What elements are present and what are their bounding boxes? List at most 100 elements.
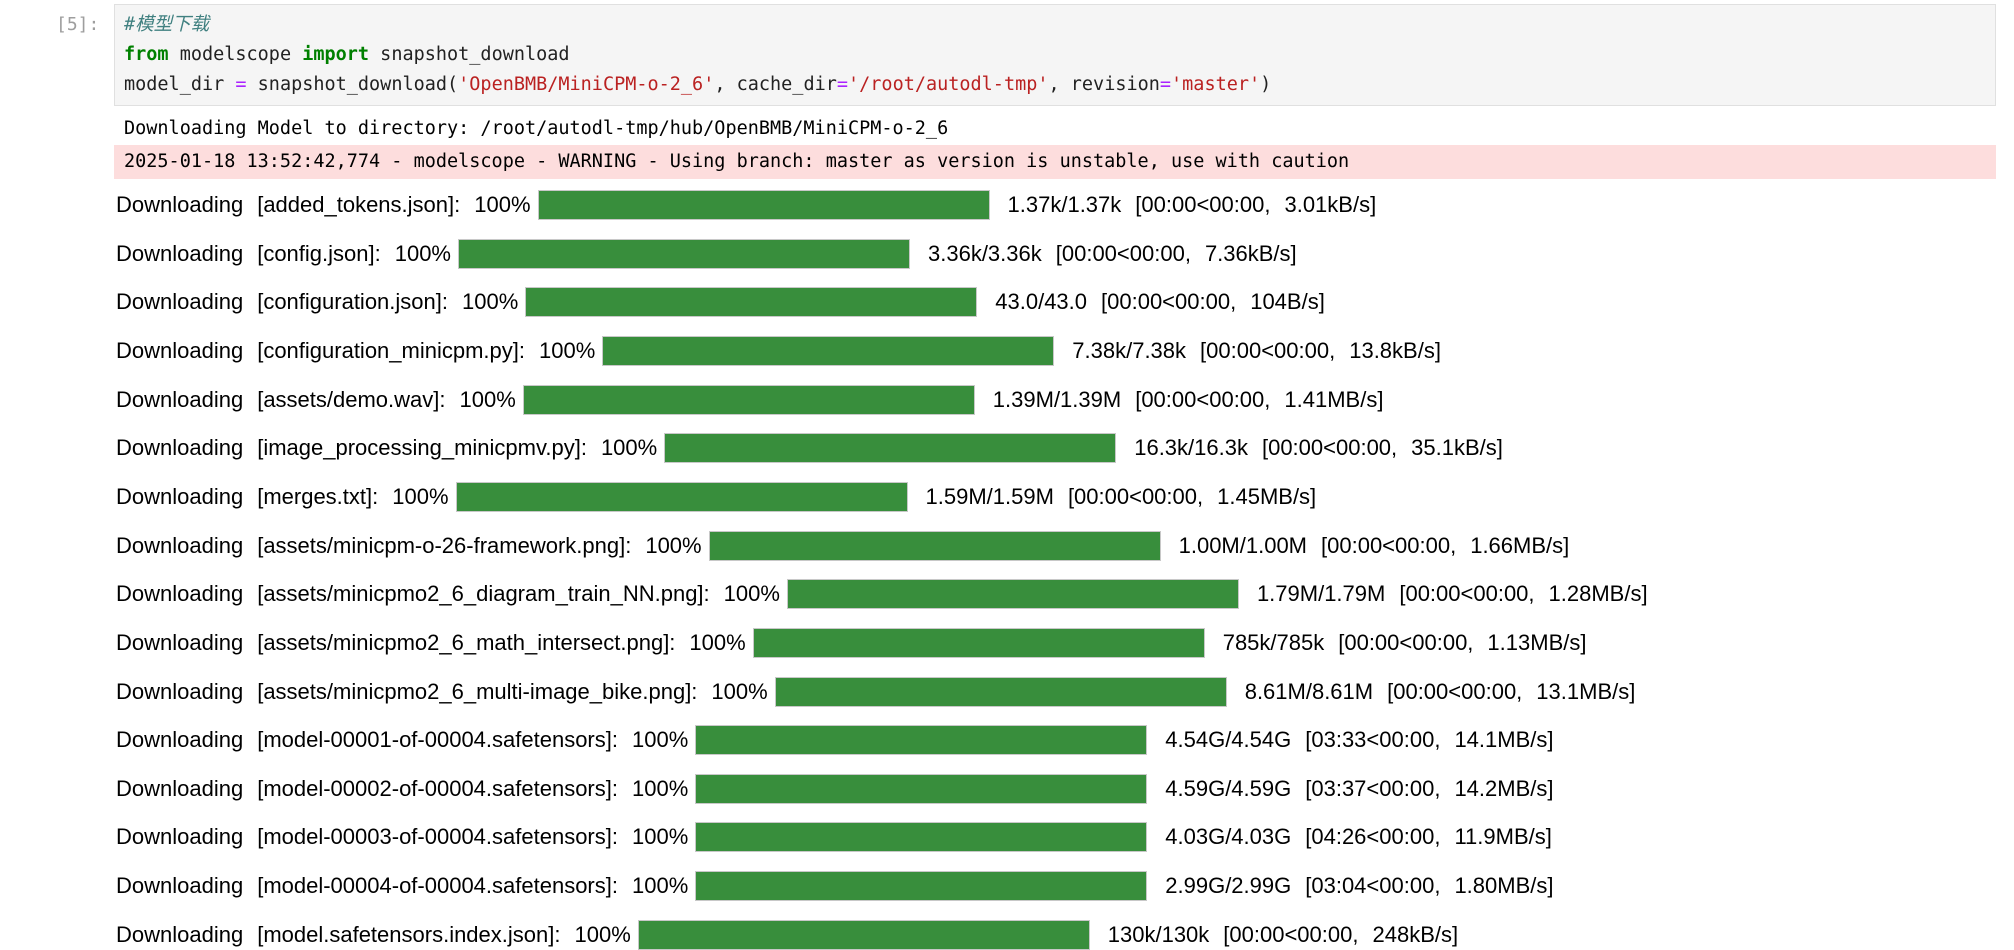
- download-percent: 100%: [394, 241, 451, 266]
- download-elapsed: [00:00<00:00,: [1200, 338, 1336, 363]
- download-elapsed: [00:00<00:00,: [1055, 241, 1191, 266]
- download-row: Downloading [configuration_minicpm.py]: 10…: [116, 336, 1441, 366]
- download-filename: [assets/demo.wav]:: [257, 387, 446, 412]
- download-rate: 1.28MB/s]: [1548, 581, 1648, 606]
- progress-bar: [522, 385, 975, 415]
- download-rate: 3.01kB/s]: [1284, 192, 1377, 217]
- code-operator: =: [1159, 74, 1172, 95]
- progress-bar-fill: [538, 191, 989, 219]
- progress-bar: [602, 336, 1055, 366]
- download-label: Downloading: [116, 338, 244, 363]
- download-filename: [configuration_minicpm.py]:: [257, 338, 525, 363]
- download-elapsed: [00:00<00:00,: [1101, 289, 1237, 314]
- code-text: ): [1260, 74, 1272, 95]
- keyword-import: import: [302, 44, 370, 65]
- progress-bar-fill: [696, 823, 1147, 851]
- download-elapsed: [00:00<00:00,: [1135, 387, 1271, 412]
- download-row: Downloading [configuration.json]: 100% 43.0…: [116, 287, 1325, 317]
- download-elapsed: [00:00<00:00,: [1399, 581, 1535, 606]
- download-row: Downloading [config.json]: 100% 3.36k/3.36k…: [116, 239, 1297, 269]
- download-size: 2.99G/2.99G: [1165, 873, 1292, 898]
- download-percent: 100%: [711, 679, 768, 704]
- cell-prompt: [5]:: [56, 14, 100, 35]
- download-label: Downloading: [116, 776, 244, 801]
- download-row: Downloading [model-00004-of-00004.safeten…: [116, 871, 1553, 901]
- download-label: Downloading: [116, 192, 244, 217]
- download-filename: [model.safetensors.index.json]:: [257, 922, 561, 947]
- download-rate: 1.41MB/s]: [1284, 387, 1384, 412]
- download-percent: 100%: [631, 824, 689, 849]
- download-label: Downloading: [116, 435, 244, 460]
- download-rate: 104B/s]: [1250, 289, 1325, 314]
- download-size: 8.61M/8.61M: [1244, 679, 1374, 704]
- download-size: 1.39M/1.39M: [992, 387, 1122, 412]
- download-label: Downloading: [116, 241, 244, 266]
- download-rate: 14.1MB/s]: [1454, 727, 1554, 752]
- code-operator: =: [836, 74, 849, 95]
- download-rate: 35.1kB/s]: [1411, 435, 1503, 460]
- download-filename: [model-00001-of-00004.safetensors]:: [257, 727, 618, 752]
- download-elapsed: [00:00<00:00,: [1338, 630, 1474, 655]
- download-percent: 100%: [600, 435, 658, 460]
- download-percent: 100%: [689, 630, 746, 655]
- download-label: Downloading: [116, 679, 244, 704]
- download-filename: [added_tokens.json]:: [257, 192, 461, 217]
- code-comment: #模型下载: [124, 14, 210, 35]
- progress-bar: [695, 725, 1148, 755]
- download-row: Downloading [merges.txt]: 100% 1.59M/1.59M […: [116, 482, 1316, 512]
- download-label: Downloading: [116, 289, 244, 314]
- download-rate: 248kB/s]: [1372, 922, 1459, 947]
- download-size: 43.0/43.0: [995, 289, 1088, 314]
- download-size: 7.38k/7.38k: [1072, 338, 1187, 363]
- progress-bar: [774, 677, 1227, 707]
- progress-bar: [695, 774, 1148, 804]
- progress-bar: [695, 822, 1148, 852]
- progress-bar-fill: [709, 532, 1160, 560]
- download-label: Downloading: [116, 922, 244, 947]
- progress-bar: [695, 871, 1148, 901]
- progress-bar-fill: [603, 337, 1054, 365]
- download-elapsed: [00:00<00:00,: [1321, 533, 1457, 558]
- progress-bar-fill: [665, 434, 1116, 462]
- download-filename: [config.json]:: [257, 241, 381, 266]
- download-label: Downloading: [116, 824, 244, 849]
- download-row: Downloading [assets/minicpmo2_6_multi-ima…: [116, 677, 1635, 707]
- download-percent: 100%: [631, 727, 689, 752]
- download-row: Downloading [model-00003-of-00004.safeten…: [116, 822, 1552, 852]
- download-label: Downloading: [116, 630, 244, 655]
- download-size: 1.00M/1.00M: [1178, 533, 1308, 558]
- progress-bar: [752, 628, 1205, 658]
- progress-bar-fill: [456, 483, 907, 511]
- download-rate: 13.8kB/s]: [1349, 338, 1441, 363]
- download-filename: [assets/minicpmo2_6_math_intersect.png]:: [257, 630, 676, 655]
- download-row: Downloading [image_processing_minicpmv.py…: [116, 433, 1503, 463]
- code-module: modelscope: [168, 44, 303, 65]
- download-percent: 100%: [459, 387, 516, 412]
- download-rate: 14.2MB/s]: [1454, 776, 1554, 801]
- download-percent: 100%: [631, 873, 689, 898]
- download-elapsed: [04:26<00:00,: [1305, 824, 1441, 849]
- download-row: Downloading [model-00001-of-00004.safeten…: [116, 725, 1553, 755]
- download-filename: [merges.txt]:: [257, 484, 379, 509]
- progress-bar-fill: [775, 678, 1226, 706]
- download-size: 3.36k/3.36k: [928, 241, 1042, 266]
- download-row: Downloading [added_tokens.json]: 100% 1.37k…: [116, 190, 1376, 220]
- code-text: , revision: [1048, 74, 1160, 95]
- download-rate: 1.80MB/s]: [1454, 873, 1554, 898]
- download-rate: 11.9MB/s]: [1454, 824, 1552, 849]
- download-percent: 100%: [539, 338, 596, 363]
- code-editor[interactable]: #模型下载 from modelscope import snapshot_do…: [114, 4, 1996, 106]
- download-label: Downloading: [116, 727, 244, 752]
- code-string: 'OpenBMB/MiniCPM-o-2_6': [458, 74, 715, 95]
- progress-bar-fill: [696, 872, 1147, 900]
- download-label: Downloading: [116, 533, 244, 558]
- progress-bar-fill: [523, 386, 974, 414]
- download-percent: 100%: [574, 922, 631, 947]
- download-size: 785k/785k: [1222, 630, 1325, 655]
- download-label: Downloading: [116, 387, 244, 412]
- code-call: snapshot_download(: [246, 74, 459, 95]
- code-import-name: snapshot_download: [369, 44, 570, 65]
- download-size: 130k/130k: [1107, 922, 1210, 947]
- code-operator: =: [235, 74, 247, 95]
- progress-bar: [455, 482, 908, 512]
